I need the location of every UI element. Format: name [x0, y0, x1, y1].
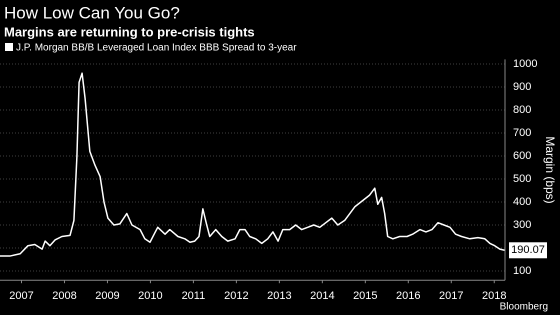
- y-tick-label: 500: [513, 173, 531, 185]
- x-tick-label: 2017: [439, 290, 463, 302]
- x-tick-label: 2018: [482, 290, 506, 302]
- x-tick-label: 2007: [9, 290, 33, 302]
- y-axis-label: Margin (bps): [543, 136, 557, 203]
- y-tick-label: 600: [513, 150, 531, 162]
- y-tick-label: 800: [513, 104, 531, 116]
- y-tick-label: 700: [513, 127, 531, 139]
- y-tick-label: 900: [513, 81, 531, 93]
- y-tick-label: 400: [513, 196, 531, 208]
- y-tick-label: 100: [513, 265, 531, 277]
- chart-subtitle: Margins are returning to pre-crisis tigh…: [4, 24, 255, 39]
- y-tick-label: 300: [513, 219, 531, 231]
- x-tick-label: 2010: [138, 290, 162, 302]
- x-tick-label: 2013: [267, 290, 291, 302]
- x-tick-label: 2009: [95, 290, 119, 302]
- x-tick-label: 2012: [224, 290, 248, 302]
- y-tick-label: 1000: [513, 58, 537, 70]
- x-tick-label: 2016: [396, 290, 420, 302]
- last-value-label: 190.07: [511, 244, 545, 256]
- line: [0, 72, 505, 257]
- x-tick-label: 2011: [182, 290, 206, 302]
- x-tick-label: 2015: [353, 290, 377, 302]
- x-tick-label: 2008: [52, 290, 76, 302]
- source: Bloomberg: [500, 302, 548, 313]
- chart-title: How Low Can You Go?: [4, 3, 180, 22]
- last-value-box: [509, 242, 547, 259]
- legend-label: J.P. Morgan BB/B Leveraged Loan Index BB…: [16, 43, 297, 54]
- x-tick-label: 2014: [310, 290, 334, 302]
- legend-swatch: [5, 43, 13, 51]
